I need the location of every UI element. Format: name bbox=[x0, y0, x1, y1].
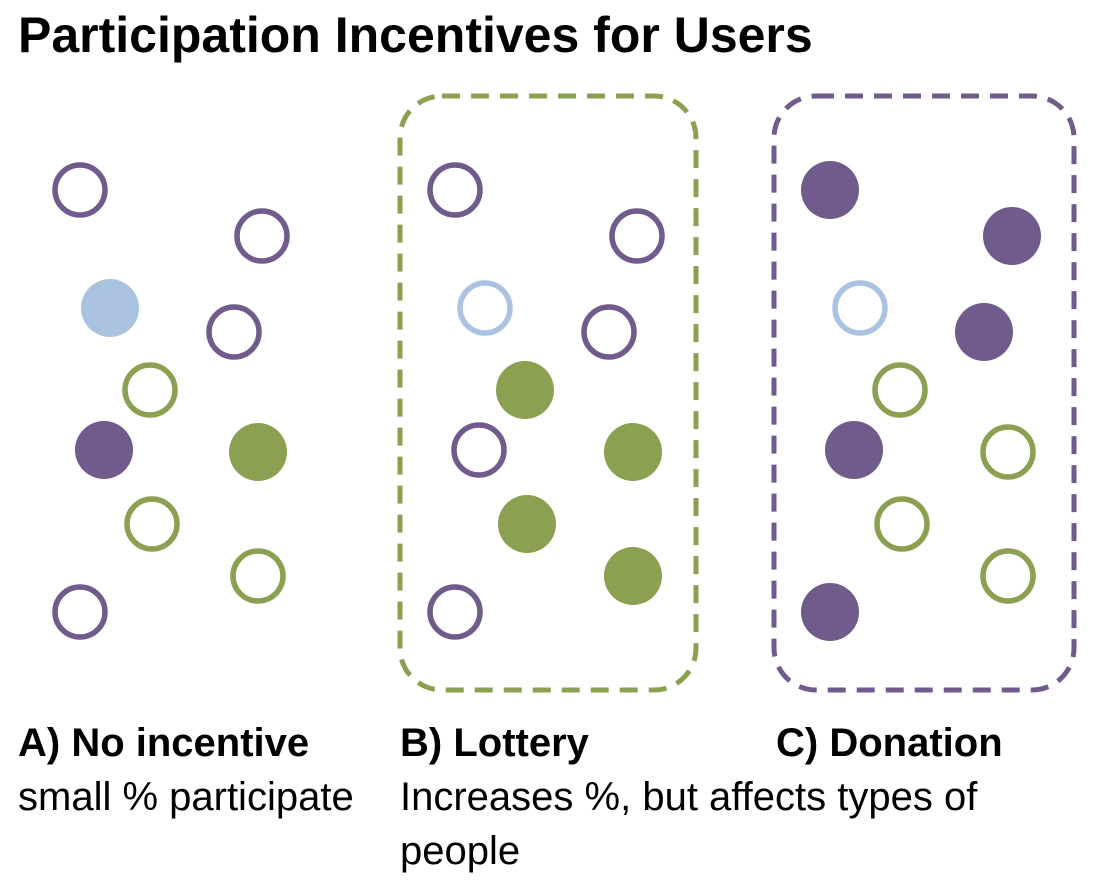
person-circle-not-participating bbox=[832, 280, 888, 336]
person-circle-not-participating bbox=[872, 362, 928, 418]
panel-b-description: Increases %, but affects types of people bbox=[400, 775, 978, 873]
person-circle-participating bbox=[983, 207, 1041, 265]
person-circle-participating bbox=[604, 547, 662, 605]
person-circle-not-participating bbox=[234, 208, 290, 264]
person-circle-not-participating bbox=[451, 422, 507, 478]
panel-c-dashed-border bbox=[771, 93, 1077, 693]
panel-c-label: C) Donation bbox=[776, 721, 1003, 765]
panel-a-description: small % participate bbox=[18, 775, 354, 819]
person-circle-not-participating bbox=[980, 548, 1036, 604]
person-circle-not-participating bbox=[609, 208, 665, 264]
panel-b-label: B) Lottery bbox=[400, 721, 589, 765]
person-circle-not-participating bbox=[124, 496, 180, 552]
person-circle-participating bbox=[955, 303, 1013, 361]
panel-b-dashed-border bbox=[397, 93, 699, 693]
person-circle-participating bbox=[496, 361, 554, 419]
person-circle-not-participating bbox=[980, 424, 1036, 480]
panel-c bbox=[771, 93, 1077, 693]
person-circle-not-participating bbox=[122, 362, 178, 418]
person-circle-not-participating bbox=[427, 584, 483, 640]
person-circle-participating bbox=[801, 583, 859, 641]
person-circle-not-participating bbox=[206, 304, 262, 360]
person-circle-not-participating bbox=[230, 548, 286, 604]
person-circle-not-participating bbox=[457, 280, 513, 336]
person-circle-not-participating bbox=[581, 304, 637, 360]
person-circle-not-participating bbox=[427, 162, 483, 218]
person-circle-participating bbox=[75, 421, 133, 479]
person-circle-participating bbox=[825, 421, 883, 479]
panel-a bbox=[52, 162, 290, 640]
page-title: Participation Incentives for Users bbox=[18, 7, 813, 63]
person-circle-not-participating bbox=[52, 162, 108, 218]
person-circle-participating bbox=[801, 161, 859, 219]
person-circle-participating bbox=[81, 279, 139, 337]
person-circle-participating bbox=[498, 495, 556, 553]
person-circle-participating bbox=[604, 423, 662, 481]
panel-a-label: A) No incentive bbox=[18, 721, 310, 765]
person-circle-participating bbox=[229, 423, 287, 481]
panel-b bbox=[397, 93, 699, 693]
person-circle-not-participating bbox=[874, 496, 930, 552]
person-circle-not-participating bbox=[52, 584, 108, 640]
